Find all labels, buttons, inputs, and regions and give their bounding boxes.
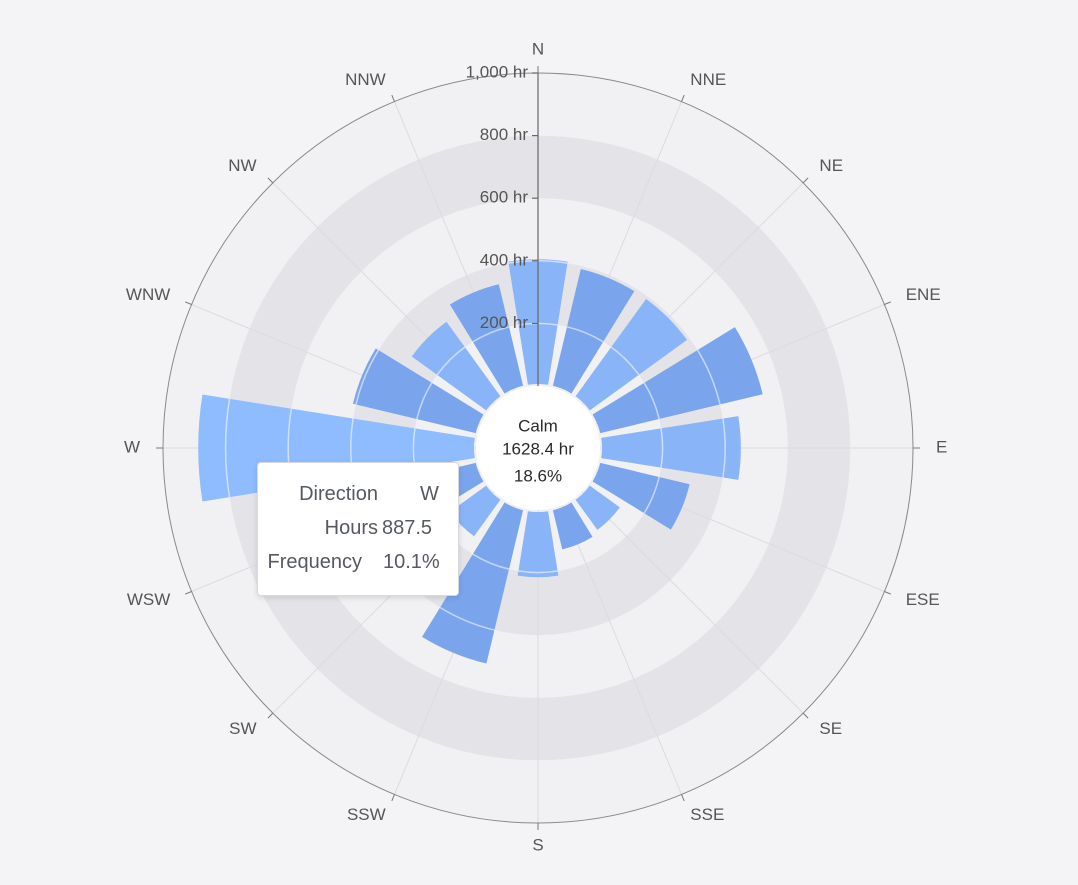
bar-gridline xyxy=(610,346,640,376)
direction-tick xyxy=(681,94,685,102)
direction-tick xyxy=(884,591,892,595)
calm-percent: 18.6% xyxy=(514,466,562,485)
spoke-line xyxy=(561,505,682,795)
bar-gridline xyxy=(518,570,558,574)
direction-label: WSW xyxy=(127,590,170,609)
direction-label: SW xyxy=(229,719,256,738)
bar-e xyxy=(601,416,741,480)
radial-tick-label: 600 hr xyxy=(480,188,529,207)
bar-gridline xyxy=(224,398,231,498)
direction-label: ESE xyxy=(906,590,940,609)
direction-label: WNW xyxy=(126,285,170,304)
bar-segment xyxy=(575,485,620,530)
direction-label: SE xyxy=(819,719,842,738)
bar-segment xyxy=(552,502,593,550)
spoke-line xyxy=(581,491,804,714)
bar-gridline xyxy=(439,606,495,631)
bar-segment xyxy=(517,511,559,578)
bar-segment xyxy=(449,284,524,394)
direction-tick xyxy=(391,94,395,102)
tooltip-hours-value: 887.5 xyxy=(382,517,433,539)
direction-label: NW xyxy=(228,156,256,175)
bar-ssw xyxy=(422,502,524,664)
calm-center: Calm 1628.4 hr 18.6% xyxy=(476,386,600,510)
direction-label: NNW xyxy=(345,70,386,89)
direction-tick xyxy=(681,794,685,802)
direction-label: W xyxy=(124,437,140,456)
direction-label: N xyxy=(532,39,544,58)
direction-tick xyxy=(184,301,192,305)
bar-segment xyxy=(411,321,501,411)
bar-s xyxy=(517,511,559,578)
bar-wnw xyxy=(352,348,484,434)
bar-sse xyxy=(552,502,593,550)
direction-label: NNE xyxy=(690,70,726,89)
radial-tick-label: 200 hr xyxy=(480,313,529,332)
tooltip-row-hours: Hours 887.5 xyxy=(258,517,442,551)
tooltip-direction-label: Direction xyxy=(299,483,378,505)
tooltip-frequency-value: 10.1% xyxy=(383,551,440,573)
bar-gridline xyxy=(643,382,660,420)
bar-ese xyxy=(592,462,690,530)
radial-tick-label: 1,000 hr xyxy=(466,62,529,81)
bar-segment xyxy=(592,462,690,530)
bar-gridline xyxy=(722,418,726,478)
direction-tick xyxy=(391,794,395,802)
bar-gridline xyxy=(472,326,510,343)
direction-labels: N NNE NE ENE E ESE SE SSE S SSW SW WSW W WNW NW NNW xyxy=(124,39,947,854)
bar-nne xyxy=(552,268,635,394)
bar-gridline xyxy=(355,349,380,405)
direction-tick xyxy=(884,301,892,305)
bar-se xyxy=(575,485,620,530)
direction-label: E xyxy=(936,437,947,456)
bar-gridline xyxy=(436,346,466,376)
bar-segment xyxy=(601,416,741,480)
bar-segment xyxy=(422,502,524,664)
bar-sw xyxy=(449,485,501,537)
bar-segment xyxy=(552,268,635,394)
radial-axis: 200 hr 400 hr 600 hr 800 hr 1,000 hr xyxy=(466,62,539,386)
bar-segment xyxy=(592,327,763,434)
direction-label: ENE xyxy=(906,285,941,304)
tooltip-direction-value: W xyxy=(420,483,439,505)
bar-gridline xyxy=(660,428,664,468)
calm-label: Calm xyxy=(518,416,558,435)
bar-gridline xyxy=(566,326,604,343)
direction-tick xyxy=(267,712,274,719)
radial-tick-label: 800 hr xyxy=(480,125,529,144)
bar-gridline xyxy=(472,553,510,570)
bar-nnw xyxy=(449,284,524,394)
tooltip: Direction W Hours 887.5 Frequency 10.1% xyxy=(257,462,459,596)
bar-ne xyxy=(575,298,688,411)
bar-gridline xyxy=(416,382,433,420)
bar-segment xyxy=(449,485,501,537)
calm-hours: 1628.4 hr xyxy=(502,439,574,458)
direction-tick xyxy=(802,177,809,184)
tooltip-hours-label: Hours xyxy=(324,517,378,539)
direction-label: NE xyxy=(819,156,843,175)
bar-nw xyxy=(411,321,501,411)
direction-label: SSE xyxy=(690,805,724,824)
tooltip-row-direction: Direction W xyxy=(258,483,442,517)
tooltip-frequency-label: Frequency xyxy=(267,551,363,573)
direction-label: S xyxy=(532,835,543,854)
bar-gridline xyxy=(696,349,721,405)
bar-segment xyxy=(575,298,688,411)
tooltip-row-frequency: Frequency 10.1% xyxy=(258,551,442,585)
direction-tick xyxy=(267,177,274,184)
direction-tick xyxy=(184,591,192,595)
direction-label: SSW xyxy=(347,805,386,824)
bar-ene xyxy=(592,327,763,434)
radial-tick-label: 400 hr xyxy=(480,250,529,269)
direction-tick xyxy=(802,712,809,719)
calm-circle xyxy=(476,386,600,510)
bar-segment xyxy=(352,348,484,434)
bar-gridline xyxy=(643,476,660,514)
